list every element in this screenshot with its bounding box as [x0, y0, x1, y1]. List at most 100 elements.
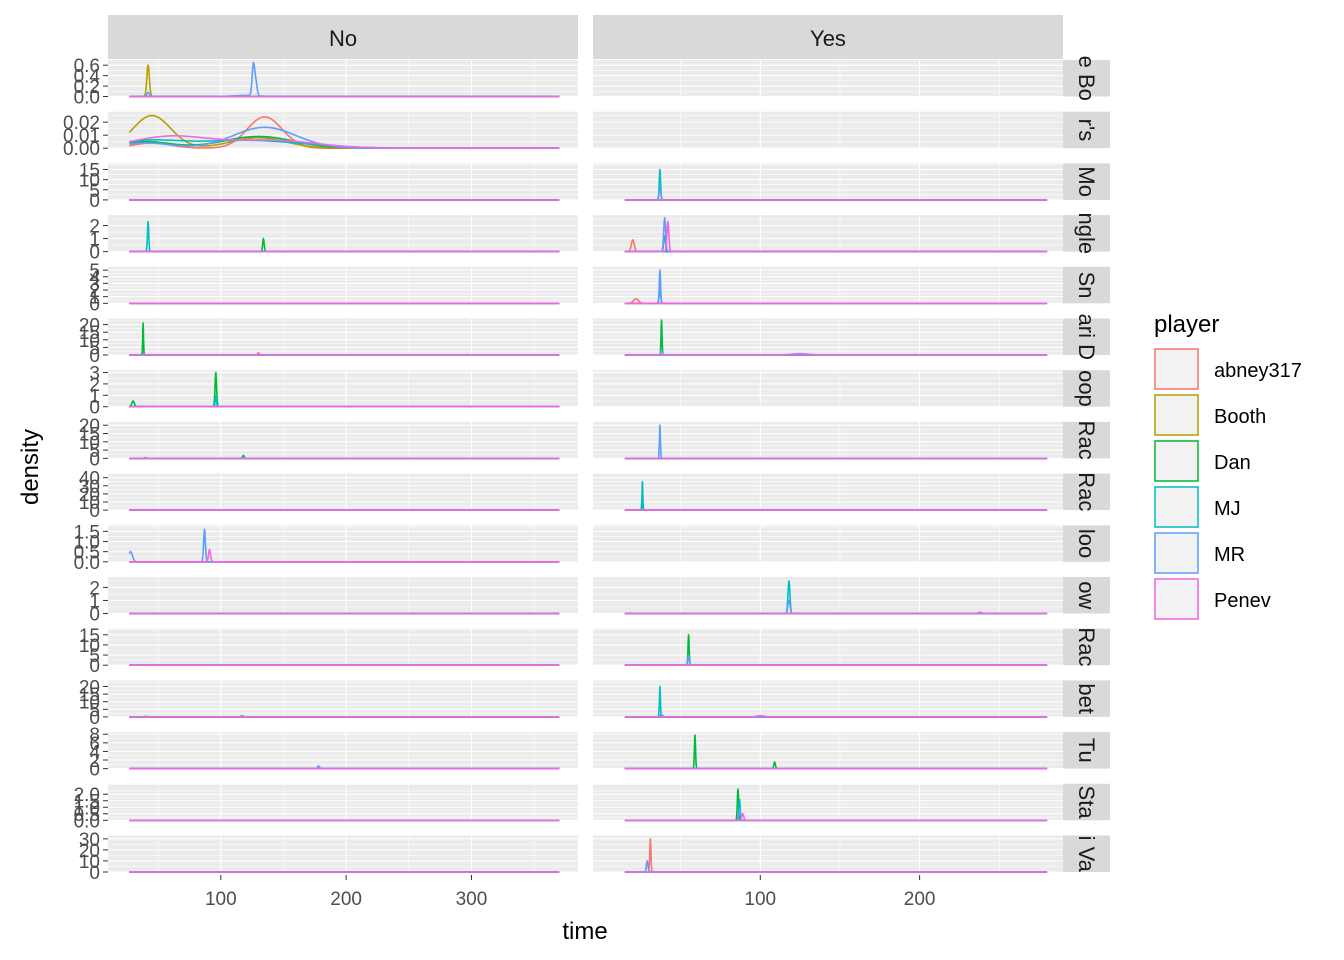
legend-key-background	[1154, 486, 1199, 528]
panel-background	[593, 421, 1063, 459]
row-strip-14	[1063, 732, 1110, 769]
panel-background	[593, 215, 1063, 252]
y-tick-label: 1.0	[74, 533, 100, 554]
panel-yes-row-1	[593, 60, 1063, 98]
panels-layer: No Yes e Bo r's Mo ngle Sn ari D oop Rac Rac loo ow R…	[108, 15, 1110, 873]
panel-background	[108, 783, 578, 821]
density-curves	[624, 633, 1048, 666]
density-line-penev	[624, 352, 1048, 356]
row-strip-4	[1063, 215, 1110, 252]
y-tick-label: 0.02	[63, 113, 100, 134]
legend-key-background	[1154, 440, 1199, 482]
panel-background	[108, 60, 578, 97]
row-strip-label: ngle	[1074, 213, 1099, 255]
row-strip-12	[1063, 628, 1110, 666]
panel-yes-row-10	[593, 525, 1063, 563]
y-tick-label: 2	[89, 751, 100, 772]
y-tick-label: 0.00	[63, 139, 100, 160]
y-tick-label: 0	[89, 398, 100, 419]
panel-yes-row-13	[593, 680, 1063, 718]
row-strip-2	[1063, 111, 1110, 149]
panel-yes-row-5	[593, 266, 1063, 305]
x-tick-label: 200	[904, 889, 936, 910]
y-tick-label: 2	[89, 375, 100, 396]
y-tick-label: 10	[79, 171, 100, 192]
y-tick-label: 1.5	[74, 522, 100, 543]
row-strip-10	[1063, 525, 1110, 562]
y-tick-label: 5	[89, 181, 100, 202]
y-tick-label: 20	[79, 677, 100, 698]
axes-layer: 0.00.20.40.60.000.010.020510150120123450…	[63, 56, 935, 910]
panel-no-row-4	[108, 215, 578, 253]
row-strip-6	[1063, 318, 1110, 355]
y-tick-label: 10	[79, 331, 100, 352]
y-tick-label: 1	[89, 591, 100, 612]
legend-key-swatch	[1154, 440, 1199, 482]
y-tick-label: 0	[89, 501, 100, 522]
y-tick-label: 0.4	[74, 67, 101, 88]
legend-key-background	[1154, 578, 1199, 620]
panel-background	[593, 473, 1063, 511]
y-tick-label: 0	[89, 656, 100, 677]
panel-yes-row-16	[593, 835, 1063, 873]
row-strip-label: oop	[1074, 370, 1099, 407]
y-tick-label: 1.0	[74, 798, 100, 819]
legend-label: abney317	[1214, 360, 1302, 382]
column-strip-yes	[593, 15, 1063, 59]
legend-label: Booth	[1214, 406, 1266, 428]
density-curves	[128, 114, 560, 149]
density-curves	[624, 319, 1048, 356]
row-strip-15	[1063, 783, 1110, 821]
density-curves	[624, 580, 1048, 615]
row-strip-label: loo	[1074, 529, 1099, 558]
y-axis-title: density	[17, 429, 44, 505]
y-tick-label: 5	[89, 700, 100, 721]
legend-item-mj: MJ	[1154, 486, 1241, 528]
panel-no-row-14	[108, 732, 578, 770]
row-strip-5	[1063, 266, 1110, 304]
panel-background	[593, 628, 1063, 666]
y-tick-label: 1.5	[74, 792, 100, 813]
y-tick-label: 0	[89, 449, 100, 470]
panel-background	[108, 163, 578, 200]
density-line-penev	[129, 548, 560, 563]
row-strip-3	[1063, 163, 1110, 200]
panel-background	[593, 577, 1063, 614]
column-strip-no	[108, 15, 578, 59]
legend-item-penev: Penev	[1154, 578, 1271, 620]
density-curves	[624, 788, 1048, 822]
row-strip-11	[1063, 577, 1110, 614]
density-curves	[624, 480, 1048, 511]
panel-no-row-7	[108, 370, 578, 408]
density-curves	[624, 685, 1048, 718]
y-tick-label: 0.2	[74, 77, 100, 98]
density-curves	[624, 838, 1048, 873]
panel-background	[593, 163, 1063, 200]
y-tick-label: 0.5	[74, 543, 100, 564]
column-strip-label: No	[329, 26, 357, 51]
y-tick-label: 1	[89, 288, 100, 309]
y-tick-label: 10	[79, 433, 100, 454]
y-tick-label: 0.0	[74, 811, 100, 832]
y-tick-label: 15	[79, 323, 100, 344]
panel-yes-row-3	[593, 163, 1063, 201]
panel-yes-row-9	[593, 473, 1063, 511]
y-tick-label: 30	[79, 477, 100, 498]
legend-item-mr: MR	[1154, 532, 1245, 574]
y-tick-label: 3	[89, 274, 100, 295]
panel-background	[593, 111, 1063, 149]
panel-background	[593, 318, 1063, 355]
panel-background	[593, 266, 1063, 304]
y-tick-label: 20	[79, 316, 100, 337]
panel-background	[108, 680, 578, 717]
y-tick-label: 6	[89, 734, 100, 755]
y-tick-label: 8	[89, 725, 100, 746]
density-curves	[624, 216, 1048, 253]
y-tick-label: 2.0	[74, 785, 100, 806]
density-curves	[128, 528, 560, 563]
legend-key-swatch	[1154, 486, 1199, 528]
x-tick-label: 100	[205, 889, 237, 910]
x-tick-label: 100	[744, 889, 776, 910]
panel-yes-row-4	[593, 215, 1063, 253]
density-line-penev	[624, 714, 1048, 718]
